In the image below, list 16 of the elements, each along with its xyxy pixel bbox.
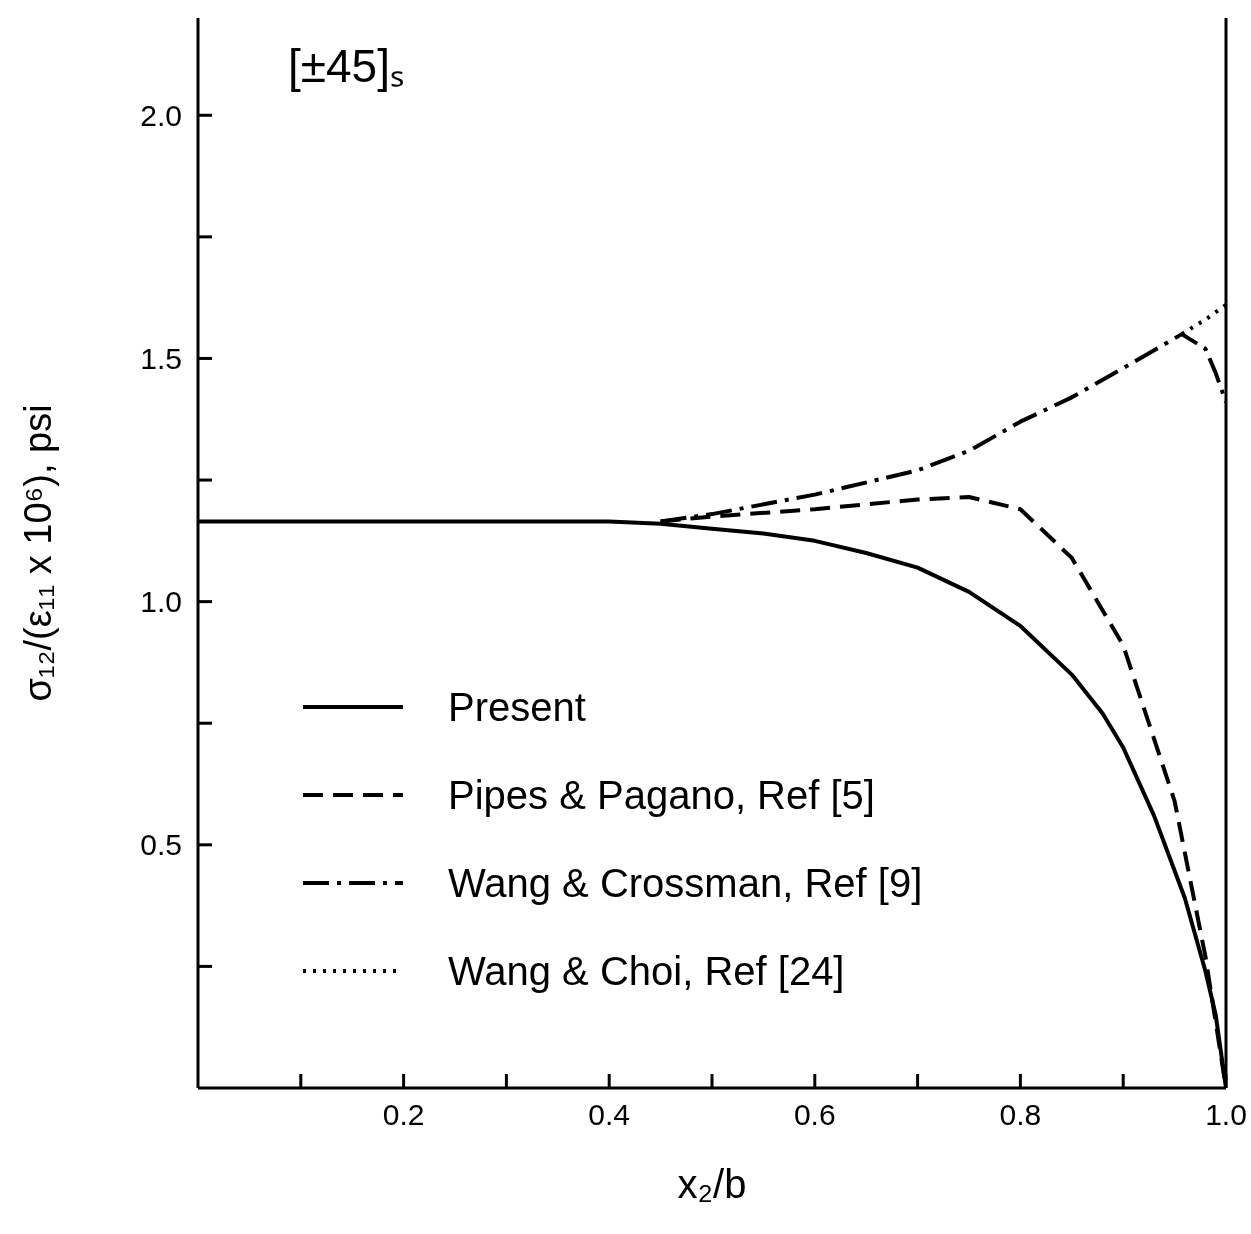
x-tick-label: 0.2 (382, 1098, 425, 1132)
x-tick-label: 1.0 (1205, 1098, 1247, 1132)
legend-label: Wang & Crossman, Ref [9] (448, 860, 923, 906)
y-tick-label: 0.5 (140, 828, 182, 862)
x-tick-label: 0.6 (793, 1098, 836, 1132)
x-axis-title: x₂/b (677, 1162, 747, 1206)
y-axis-title: σ₁₂/(ε₁₁ x 10⁶), psi (17, 404, 60, 702)
x-tick-label: 0.8 (999, 1098, 1042, 1132)
annotation: [±45]ₛ (288, 39, 404, 94)
legend-label: Pipes & Pagano, Ref [5] (448, 772, 875, 818)
y-tick-label: 1.0 (140, 585, 182, 619)
y-tick-label: 1.5 (140, 342, 182, 376)
legend-label: Wang & Choi, Ref [24] (448, 948, 845, 994)
legend-label: Present (448, 684, 586, 730)
y-tick-label: 2.0 (140, 98, 182, 132)
x-tick-label: 0.4 (588, 1098, 631, 1132)
